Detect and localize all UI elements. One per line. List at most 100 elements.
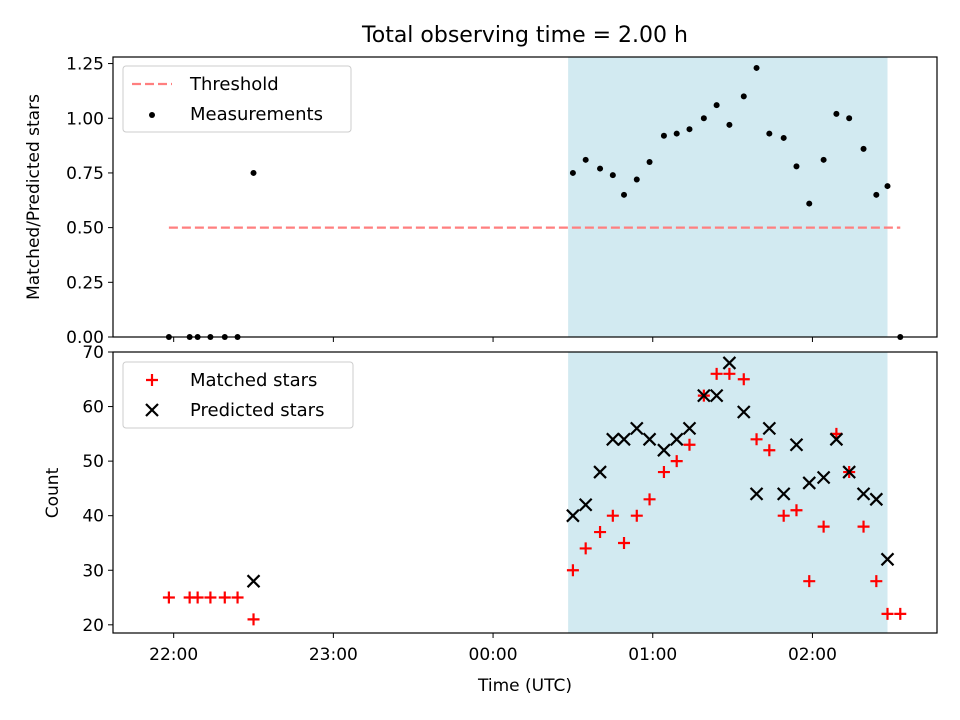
top-legend-box	[122, 65, 352, 133]
predicted-star-point	[697, 388, 711, 403]
matched-star-point	[817, 520, 830, 533]
predicted-star-point	[606, 432, 620, 447]
measurement-point	[660, 132, 667, 139]
top-y-tick-label: 0.25	[66, 273, 104, 293]
matched-star-point	[204, 591, 217, 604]
bottom-y-tick-label: 30	[82, 561, 104, 581]
measurement-point	[753, 64, 760, 71]
matched-star-point	[881, 607, 894, 620]
measurement-point	[621, 191, 628, 198]
bottom-x-tick-label: 02:00	[788, 645, 837, 665]
predicted-star-point	[869, 492, 884, 507]
predicted-star-point	[657, 443, 671, 457]
bottom-y-tick-label: 60	[82, 398, 104, 418]
matched-star-point	[231, 591, 244, 604]
predicted-star-point	[829, 432, 844, 447]
legend-predicted-swatch	[145, 403, 159, 417]
predicted-star-point	[776, 487, 791, 501]
matched-star-point	[566, 564, 579, 577]
predicted-star-point	[789, 437, 804, 452]
measurement-point	[700, 115, 707, 122]
matched-star-point	[870, 575, 883, 588]
legend-matched-label: Matched stars	[190, 370, 317, 391]
bottom-x-tick-label: 22:00	[149, 645, 198, 665]
matched-star-point	[247, 613, 260, 626]
matched-star-point	[803, 575, 816, 588]
bottom-y-tick-label: 50	[82, 452, 104, 472]
predicted-star-point	[802, 476, 817, 490]
bottom-x-tick-label: 23:00	[309, 645, 358, 665]
top-y-tick-label: 0.75	[66, 164, 104, 184]
measurement-point	[740, 93, 747, 100]
bottom-y-tick-label: 20	[82, 616, 104, 636]
matched-star-point	[710, 367, 723, 380]
top-y-axis-label: Matched/Predicted stars	[24, 94, 44, 300]
measurement-point	[686, 126, 693, 133]
matched-star-point	[594, 526, 607, 539]
measurement-point	[569, 169, 576, 176]
matched-star-point	[737, 373, 750, 386]
legend-measurements-label: Measurements	[190, 104, 323, 125]
predicted-star-point	[682, 421, 697, 436]
matched-star-point	[618, 536, 631, 549]
predicted-star-point	[709, 388, 724, 403]
bottom-y-tick-label: 40	[82, 507, 104, 527]
predicted-star-point	[642, 432, 657, 447]
predicted-star-point	[842, 465, 856, 479]
measurement-point	[633, 176, 640, 183]
measurement-point	[646, 159, 653, 165]
measurement-point	[793, 163, 800, 170]
predicted-star-point	[749, 487, 764, 501]
measurement-point	[766, 130, 773, 137]
bottom-y-tick-label: 70	[82, 343, 104, 363]
measurement-point	[833, 110, 840, 117]
matched-star-point	[643, 493, 656, 506]
chart-title: Total observing time = 2.00 h	[361, 23, 688, 48]
matched-star-point	[723, 367, 736, 380]
bottom-axes-frame	[112, 351, 938, 634]
measurement-point	[713, 102, 720, 109]
predicted-star-point	[617, 432, 631, 447]
matched-star-point	[657, 466, 670, 479]
legend-measurements-swatch	[149, 112, 155, 118]
measurement-point	[726, 121, 733, 128]
predicted-star-point	[856, 487, 871, 501]
matched-star-point	[606, 509, 619, 522]
legend-matched-swatch	[146, 374, 158, 386]
predicted-star-point	[246, 574, 261, 588]
top-shaded-span	[568, 57, 888, 337]
predicted-star-point	[630, 421, 644, 436]
measurement-point	[860, 145, 867, 152]
top-y-tick-label: 0.50	[66, 219, 104, 239]
predicted-star-point	[722, 356, 737, 370]
measurement-point	[250, 169, 257, 176]
matched-star-point	[777, 509, 790, 522]
predicted-star-point	[762, 421, 777, 436]
predicted-star-point	[593, 465, 607, 479]
matched-star-point	[162, 591, 175, 604]
matched-star-point	[763, 444, 776, 457]
matched-star-point	[683, 438, 696, 451]
bottom-x-tick-label: 00:00	[469, 645, 518, 665]
measurement-point	[806, 200, 813, 207]
matched-star-point	[218, 591, 231, 604]
bottom-axes: 20 30 40 50 60 70 22:00 23:00 00:00 01:00 02:00 Mat…	[82, 343, 938, 665]
legend-predicted-label: Predicted stars	[190, 400, 324, 421]
bottom-legend-box	[122, 361, 354, 429]
measurement-point	[597, 165, 604, 172]
measurement-point	[582, 156, 589, 163]
measurement-point	[884, 183, 891, 190]
matched-star-point	[191, 591, 204, 604]
top-y-tick-label: 1.25	[66, 55, 104, 75]
measurement-point	[873, 191, 880, 198]
matched-star-point	[670, 455, 683, 468]
predicted-star-point	[880, 552, 895, 567]
legend-threshold-label: Threshold	[189, 74, 279, 95]
top-axes: 0.00 0.25 0.50 0.75 1.00 1.25 Threshold Measure…	[66, 55, 938, 348]
measurement-point	[846, 115, 853, 122]
matched-star-point	[750, 433, 763, 446]
matched-star-point	[630, 509, 643, 522]
matched-star-point	[894, 607, 907, 620]
predicted-star-point	[816, 470, 831, 485]
